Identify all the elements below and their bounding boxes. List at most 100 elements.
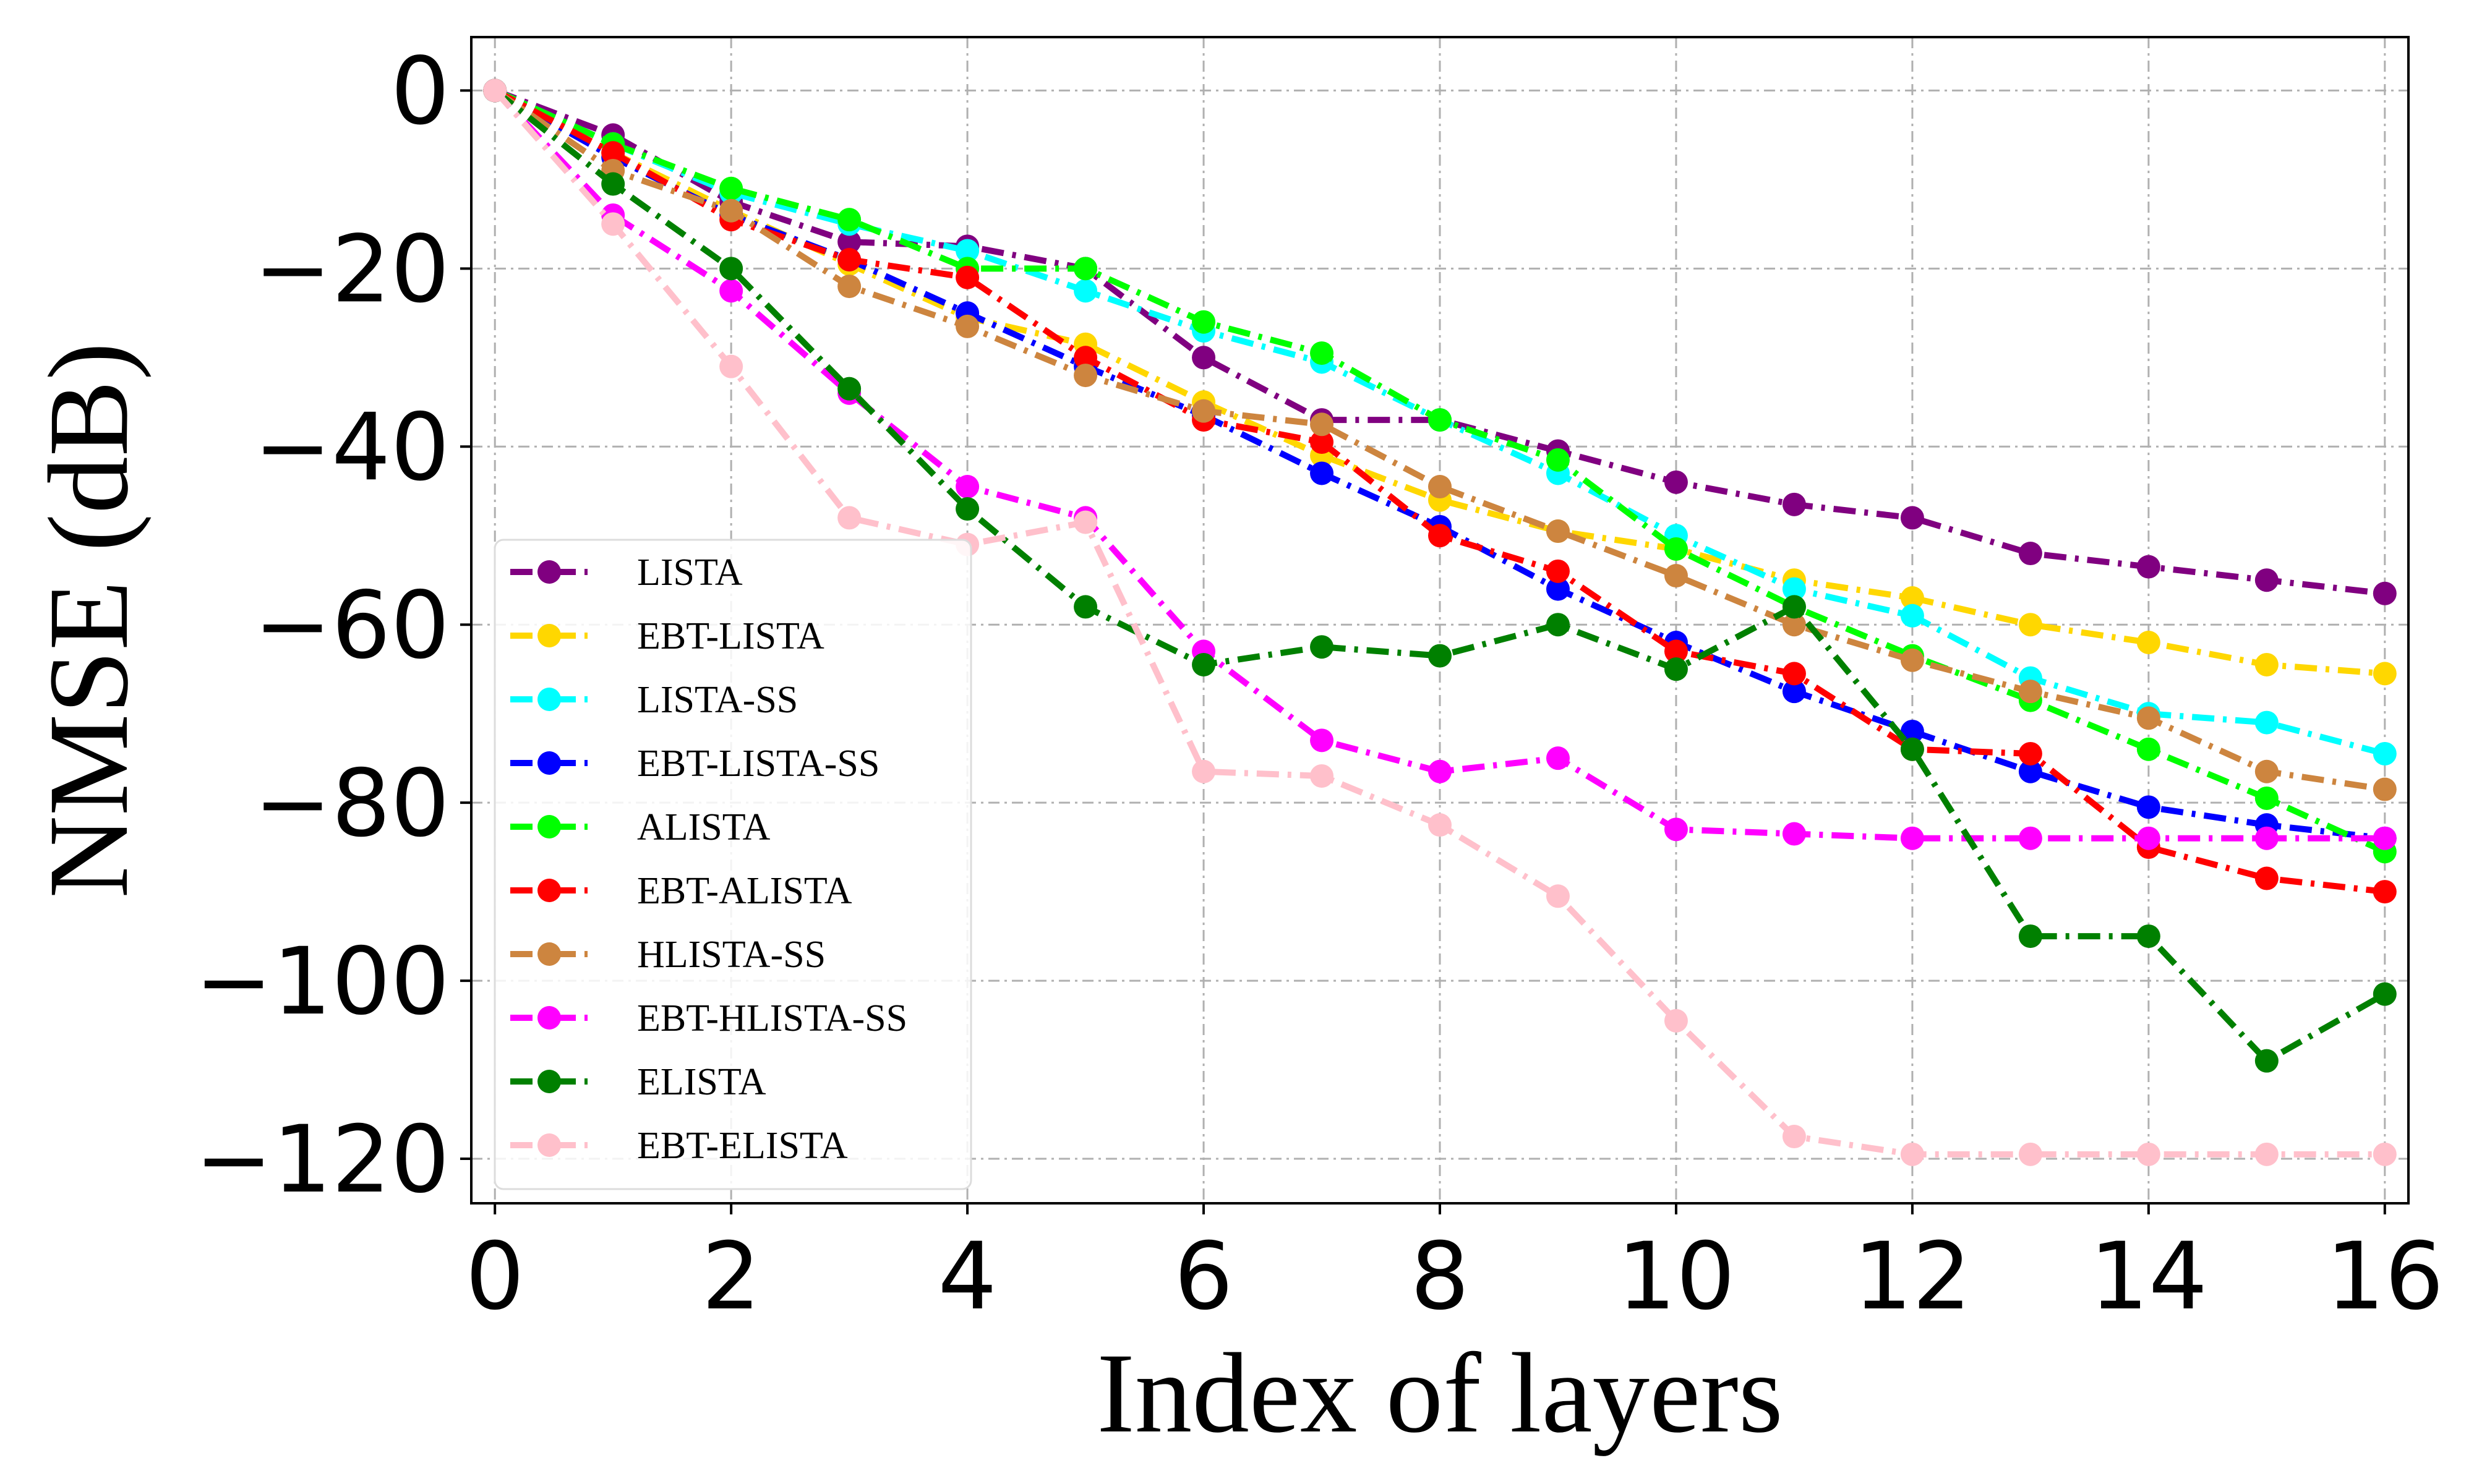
data-point (2373, 1142, 2397, 1166)
legend-item: LISTA-SS (510, 679, 798, 721)
data-point (1664, 639, 1688, 663)
data-point (1782, 822, 1806, 846)
y-tick-label: −40 (254, 394, 450, 501)
y-tick-label: 0 (391, 38, 450, 145)
data-point (1900, 648, 1924, 672)
data-point (1192, 310, 1216, 334)
data-point (2136, 1142, 2160, 1166)
series-ebt-elista (483, 79, 2397, 1166)
data-point (601, 212, 625, 236)
x-tick-label: 16 (2326, 1223, 2444, 1331)
legend-label: EBT-HLISTA-SS (637, 997, 907, 1039)
legend-item: EBT-HLISTA-SS (510, 997, 907, 1039)
legend-swatch-marker (537, 688, 561, 711)
data-point (1310, 412, 1334, 437)
data-point (1546, 519, 1570, 544)
data-point (2018, 613, 2042, 637)
legend-label: ALISTA (637, 806, 771, 848)
data-point (956, 265, 980, 289)
y-tick-label: −80 (254, 750, 450, 858)
data-point (1900, 826, 1924, 850)
data-point (1664, 1009, 1688, 1033)
data-point (1310, 430, 1334, 454)
data-point (1192, 399, 1216, 423)
data-point (956, 239, 980, 263)
data-point (2373, 880, 2397, 904)
legend-swatch-marker (537, 624, 561, 647)
y-tick-label: −100 (195, 928, 450, 1036)
legend-label: EBT-LISTA (637, 615, 824, 657)
data-point (2018, 542, 2042, 566)
data-point (719, 198, 743, 223)
data-point (1546, 746, 1570, 770)
data-point (1074, 510, 1098, 534)
legend-swatch-marker (537, 1070, 561, 1093)
x-tick-label: 0 (465, 1223, 524, 1331)
legend-item: EBT-LISTA-SS (510, 743, 880, 785)
data-point (2373, 982, 2397, 1006)
data-point (837, 230, 862, 254)
data-point (2373, 662, 2397, 686)
legend-label: EBT-LISTA-SS (637, 743, 880, 785)
data-point (956, 314, 980, 338)
tick-labels: 0 2 4 6 8 10 12 14 16 0 −20 −40 −60 −80 −100 −120 (195, 38, 2444, 1331)
data-point (2254, 710, 2279, 735)
series-line (493, 88, 2387, 1064)
legend-label: EBT-ELISTA (637, 1125, 848, 1167)
data-point (1310, 764, 1334, 788)
data-point (956, 475, 980, 499)
data-point (2136, 795, 2160, 819)
data-point (2254, 786, 2279, 810)
legend: LISTA EBT-LISTA LISTA-SS EBT-LISTA-SS ALISTA… (494, 539, 972, 1190)
data-point (1546, 559, 1570, 583)
data-point (1074, 257, 1098, 281)
data-point (1074, 364, 1098, 388)
legend-swatch-marker (537, 751, 561, 775)
x-tick-label: 6 (1174, 1223, 1233, 1331)
data-point (1664, 817, 1688, 842)
data-point (1782, 1125, 1806, 1149)
legend-label: HLISTA-SS (637, 934, 826, 976)
data-point (2254, 826, 2279, 850)
y-tick-label: −60 (254, 572, 450, 680)
data-point (837, 275, 862, 299)
data-point (1900, 506, 1924, 530)
data-point (1428, 475, 1452, 499)
data-point (2018, 741, 2042, 765)
data-point (2254, 1142, 2279, 1166)
data-point (1192, 652, 1216, 676)
legend-item: ELISTA (510, 1061, 766, 1103)
data-point (2136, 826, 2160, 850)
legend-swatch-marker (537, 560, 561, 584)
data-point (1900, 719, 1924, 743)
legend-item: EBT-LISTA (510, 615, 824, 657)
legend-item: ALISTA (510, 806, 771, 848)
data-point (1310, 461, 1334, 485)
data-point (1782, 577, 1806, 601)
data-point (1782, 492, 1806, 516)
data-point (1074, 595, 1098, 619)
data-point (2136, 706, 2160, 730)
series-hlista-ss (483, 79, 2397, 801)
data-point (1900, 737, 1924, 761)
x-axis-label: Index of layers (1097, 1330, 1783, 1457)
data-point (2018, 1142, 2042, 1166)
data-point (837, 506, 862, 530)
data-point (1782, 662, 1806, 686)
data-point (2373, 826, 2397, 850)
data-point (2018, 759, 2042, 783)
x-tick-label: 10 (1617, 1223, 1736, 1331)
legend-item: EBT-ELISTA (510, 1125, 848, 1167)
legend-swatch-marker (537, 1006, 561, 1030)
data-point (837, 377, 862, 401)
data-point (1428, 408, 1452, 432)
legend-swatch-marker (537, 815, 561, 838)
data-point (1664, 657, 1688, 681)
data-point (1428, 644, 1452, 668)
data-point (1546, 613, 1570, 637)
x-tick-label: 14 (2089, 1223, 2207, 1331)
x-tick-label: 4 (938, 1223, 996, 1331)
data-point (1782, 680, 1806, 704)
data-point (1546, 577, 1570, 601)
